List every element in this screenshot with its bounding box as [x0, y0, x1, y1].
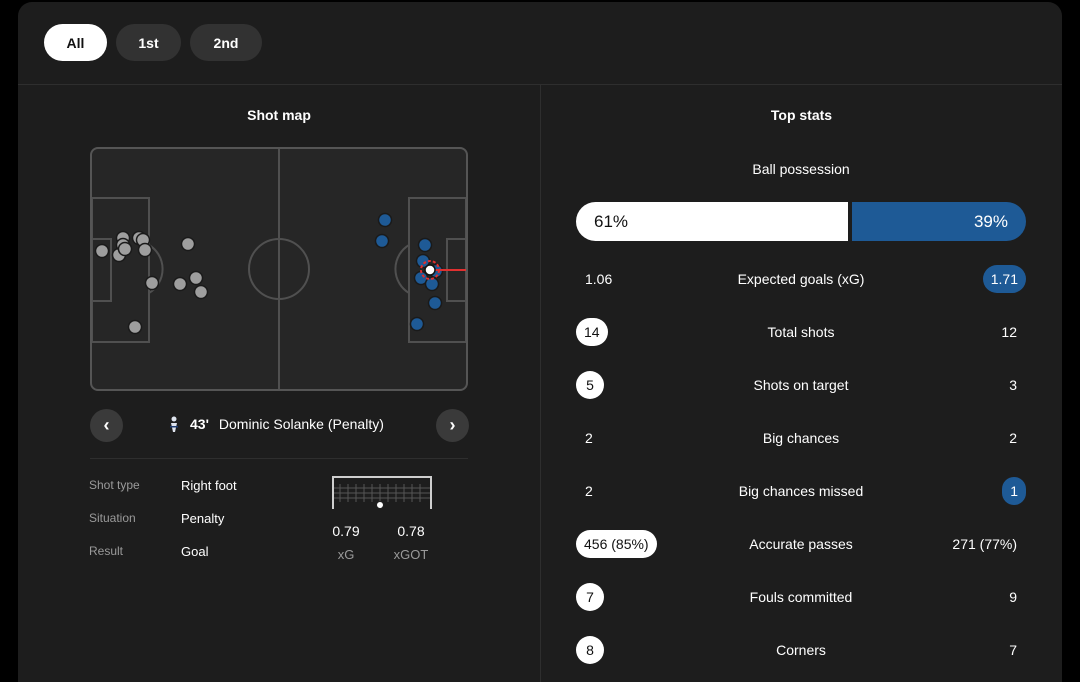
shot-markers [94, 212, 466, 335]
chevron-left-icon: ‹ [103, 415, 110, 435]
stat-row: 2 Big chances missed 1 [576, 477, 1026, 507]
chevron-right-icon: › [449, 415, 456, 435]
stat-home-value: 14 [576, 318, 608, 346]
column-divider [540, 85, 541, 682]
match-stats-card: All 1st 2nd Shot map ‹ [18, 2, 1062, 682]
home-shot-marker[interactable] [127, 319, 143, 335]
selected-shot-ball-icon[interactable] [424, 264, 436, 276]
stat-home-value: 8 [576, 636, 604, 664]
stat-row: 5 Shots on target 3 [576, 371, 1026, 401]
stat-away-value: 7 [1009, 642, 1017, 658]
away-shot-marker[interactable] [427, 295, 443, 311]
away-shot-marker[interactable] [377, 212, 393, 228]
header-divider [18, 84, 1062, 85]
detail-value: Penalty [181, 511, 225, 526]
tab-second-half[interactable]: 2nd [190, 24, 262, 61]
stat-row: 14 Total shots 12 [576, 318, 1026, 348]
stat-row: 2 Big chances 2 [576, 424, 1026, 454]
stat-away-value: 3 [1009, 377, 1017, 393]
stat-home-value: 7 [576, 583, 604, 611]
possession-home: 61% [576, 202, 848, 241]
stat-name: Accurate passes [749, 536, 853, 552]
previous-shot-button[interactable]: ‹ [90, 409, 123, 442]
stat-row: 8 Corners 7 [576, 636, 1026, 666]
detail-value: Right foot [181, 478, 237, 493]
away-shot-marker[interactable] [409, 316, 425, 332]
stat-home-value: 456 (85%) [576, 530, 657, 558]
stat-name: Fouls committed [749, 589, 853, 605]
stat-row: 7 Fouls committed 9 [576, 583, 1026, 613]
stat-away-value: 9 [1009, 589, 1017, 605]
shot-map-title: Shot map [247, 107, 311, 123]
stat-name: Expected goals (xG) [737, 271, 865, 287]
stat-away-value: 271 (77%) [952, 536, 1017, 552]
stat-home-value: 2 [585, 483, 593, 499]
stat-home-value: 2 [585, 430, 593, 446]
stat-name: Corners [776, 642, 826, 658]
away-shot-marker[interactable] [417, 237, 433, 253]
shot-minute: 43' [190, 416, 209, 432]
away-shot-marker[interactable] [374, 233, 390, 249]
home-shot-marker[interactable] [172, 276, 188, 292]
home-shot-marker[interactable] [117, 241, 133, 257]
pitch-drawing [92, 149, 466, 389]
stat-name: Big chances [762, 430, 840, 446]
home-shot-marker[interactable] [144, 275, 160, 291]
top-stats-title: Top stats [770, 107, 833, 123]
stat-row: 456 (85%) Accurate passes 271 (77%) [576, 530, 1026, 560]
stat-away-value: 2 [1009, 430, 1017, 446]
shot-description: Dominic Solanke (Penalty) [218, 416, 384, 432]
possession-bar: 61% 39% [576, 202, 1026, 241]
tab-first-half[interactable]: 1st [116, 24, 181, 61]
home-shot-marker[interactable] [180, 236, 196, 252]
stat-name: Big chances missed [738, 483, 864, 499]
stat-away-value: 1 [1002, 477, 1026, 505]
selected-shot-ring [420, 260, 440, 280]
stat-name: Total shots [767, 324, 835, 340]
tottenham-crest-icon [170, 416, 178, 432]
goal-frame-icon [332, 476, 432, 509]
detail-label: Situation [89, 511, 136, 525]
stat-home-value: 5 [576, 371, 604, 399]
xg-label: xG [337, 547, 355, 562]
stat-name: Shots on target [753, 377, 849, 393]
home-shot-marker[interactable] [137, 242, 153, 258]
period-tabs: All 1st 2nd [44, 24, 262, 61]
detail-value: Goal [181, 544, 209, 559]
shot-detail-divider [90, 458, 468, 459]
home-shot-marker[interactable] [94, 243, 110, 259]
possession-away: 39% [852, 202, 1026, 241]
xg-value: 0.79 [332, 523, 360, 539]
stat-row: 1.06 Expected goals (xG) 1.71 [576, 265, 1026, 295]
detail-label: Shot type [89, 478, 140, 492]
shot-map-pitch[interactable] [90, 147, 468, 391]
away-shot-marker[interactable] [424, 276, 440, 292]
tab-all[interactable]: All [44, 24, 107, 61]
xgot-value: 0.78 [397, 523, 425, 539]
detail-label: Result [89, 544, 124, 558]
stat-away-value: 1.71 [982, 265, 1026, 293]
home-shot-marker[interactable] [188, 270, 204, 286]
stat-home-value: 1.06 [585, 271, 613, 287]
home-shot-marker[interactable] [193, 284, 209, 300]
next-shot-button[interactable]: › [436, 409, 469, 442]
stat-away-value: 12 [1001, 324, 1017, 340]
selected-shot-label: 43' Dominic Solanke (Penalty) [168, 415, 384, 433]
possession-label: Ball possession [752, 161, 850, 177]
xgot-label: xGOT [393, 547, 429, 562]
